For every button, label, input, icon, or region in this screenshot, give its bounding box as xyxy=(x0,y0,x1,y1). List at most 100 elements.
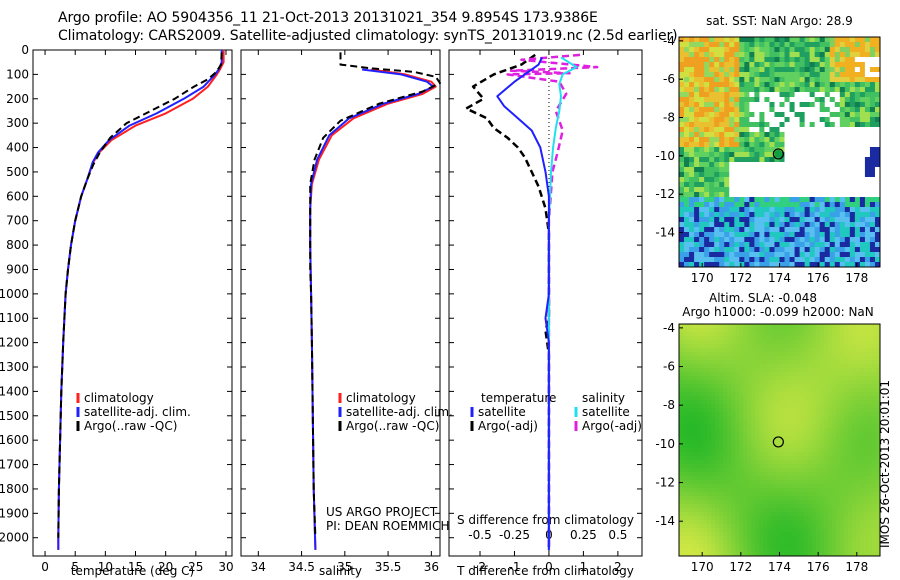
sla-cell xyxy=(763,340,768,345)
sst-cell xyxy=(709,202,715,208)
sla-cell xyxy=(859,416,865,421)
sla-cell xyxy=(679,468,684,473)
sla-cell xyxy=(743,500,748,505)
sst-cell xyxy=(804,182,811,188)
sst-cell xyxy=(799,237,806,243)
sla-cell xyxy=(839,448,845,453)
sla-cell xyxy=(751,492,756,497)
sst-cell xyxy=(769,152,775,158)
sla-cell xyxy=(831,380,837,385)
sst-cell xyxy=(824,37,831,43)
sla-cell xyxy=(699,440,704,445)
sla-cell xyxy=(791,504,796,509)
salinity-legend-label: Argo(..raw -QC) xyxy=(346,419,439,433)
sst-cell xyxy=(789,232,795,238)
sla-cell xyxy=(839,336,845,341)
sla-cell xyxy=(731,468,736,473)
sla-cell xyxy=(695,432,700,437)
sst-cell xyxy=(749,162,755,168)
sla-cell xyxy=(719,376,724,381)
sst-cell xyxy=(724,197,730,203)
sla-cell xyxy=(759,444,764,449)
sla-cell xyxy=(855,392,861,397)
sla-cell xyxy=(703,464,708,469)
sla-cell xyxy=(791,472,796,477)
sst-cell xyxy=(699,192,705,198)
sst-cell xyxy=(854,42,861,48)
sla-cell xyxy=(691,376,696,381)
sla-cell xyxy=(835,368,841,373)
sla-cell xyxy=(759,344,764,349)
sla-cell xyxy=(731,332,736,337)
sst-cell xyxy=(749,182,755,188)
sst-cell xyxy=(729,242,735,248)
sst-cell xyxy=(789,107,795,113)
sst-cell xyxy=(714,42,720,48)
sst-cell xyxy=(799,142,806,148)
sst-cell xyxy=(684,262,690,268)
sst-cell xyxy=(794,107,801,113)
sst-cell xyxy=(809,132,816,138)
sst-cell xyxy=(754,177,760,183)
sst-cell xyxy=(769,137,775,143)
sla-cell xyxy=(683,380,688,385)
sst-cell xyxy=(849,257,856,263)
sla-cell xyxy=(783,460,788,465)
sla-cell xyxy=(863,356,869,361)
sst-cell xyxy=(694,262,700,268)
sla-cell xyxy=(735,336,740,341)
sla-cell xyxy=(775,380,780,385)
sst-cell xyxy=(719,152,725,158)
sst-cell xyxy=(699,182,705,188)
sst-cell xyxy=(789,257,795,263)
sla-cell xyxy=(827,444,833,449)
sla-cell xyxy=(803,440,809,445)
sla-cell xyxy=(691,384,696,389)
sla-cell xyxy=(847,472,853,477)
sla-cell xyxy=(771,356,776,361)
sla-cell xyxy=(815,360,821,365)
sst-cell xyxy=(689,37,695,43)
sla-cell xyxy=(679,332,684,337)
sla-cell xyxy=(831,428,837,433)
sst-cell xyxy=(679,62,685,68)
sst-cell xyxy=(869,42,876,48)
sla-cell xyxy=(747,508,752,513)
sst-cell xyxy=(739,177,745,183)
sla-cell xyxy=(863,336,869,341)
sla-cell xyxy=(795,516,800,521)
sla-cell xyxy=(703,536,708,541)
sla-cell xyxy=(875,424,881,429)
sla-cell xyxy=(791,448,796,453)
sla-cell xyxy=(859,528,865,533)
sla-cell xyxy=(739,504,744,509)
sst-cell xyxy=(819,142,826,148)
sla-cell xyxy=(827,348,833,353)
sst-cell xyxy=(784,77,790,83)
sla-cell xyxy=(739,544,744,549)
sst-cell xyxy=(834,242,841,248)
sla-cell xyxy=(719,436,724,441)
sla-cell xyxy=(699,480,704,485)
sla-cell xyxy=(699,448,704,453)
sla-cell xyxy=(843,500,849,505)
sla-cell xyxy=(875,400,881,405)
sla-cell xyxy=(787,352,792,357)
sst-cell xyxy=(744,47,750,53)
sla-cell xyxy=(795,348,800,353)
sla-cell xyxy=(791,496,796,501)
sla-cell xyxy=(727,328,732,333)
sst-cell xyxy=(859,117,866,123)
sst-cell xyxy=(824,247,831,253)
sla-cell xyxy=(751,552,756,557)
sla-cell xyxy=(823,480,829,485)
sst-cell xyxy=(714,132,720,138)
sla-cell xyxy=(871,384,877,389)
sla-cell xyxy=(815,340,821,345)
sst-cell xyxy=(814,112,821,118)
sla-cell xyxy=(683,484,688,489)
sst-cell xyxy=(824,97,831,103)
sla-cell xyxy=(835,548,841,553)
sst-cell xyxy=(759,87,765,93)
sst-cell xyxy=(744,52,750,58)
